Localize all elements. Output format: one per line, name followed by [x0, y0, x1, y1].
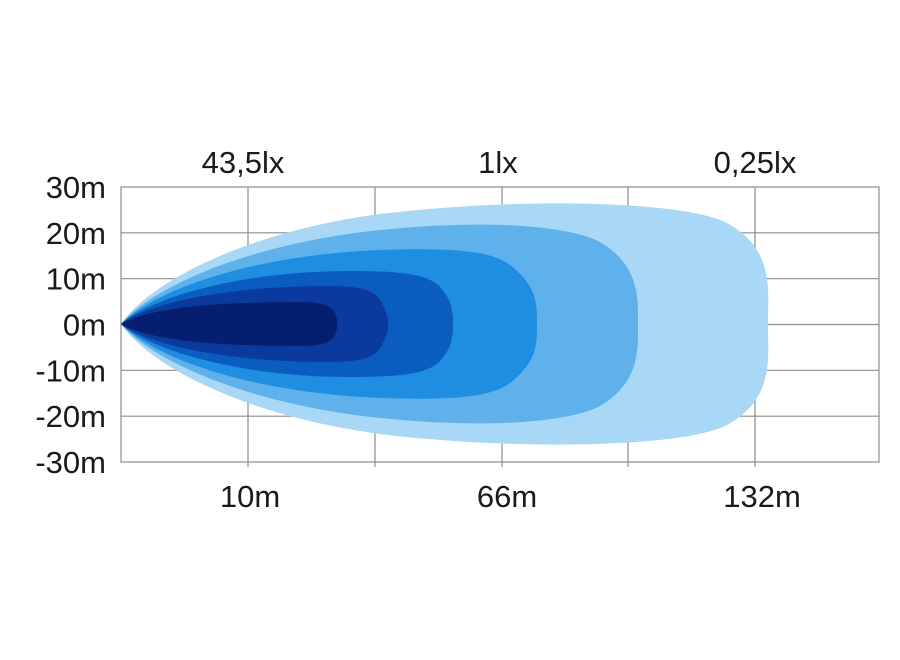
y-tick-label: 10m: [46, 262, 106, 297]
y-tick-label: 30m: [46, 170, 106, 205]
y-tick-label: -30m: [35, 445, 106, 480]
plot-border: [120, 186, 880, 463]
distance-label: 66m: [477, 479, 537, 514]
lux-label: 1lx: [478, 145, 518, 180]
y-tick-label: 0m: [63, 308, 106, 343]
beam-zones: [121, 203, 769, 445]
distance-label: 10m: [220, 479, 280, 514]
y-tick-label: -20m: [35, 399, 106, 434]
lux-label: 0,25lx: [714, 145, 797, 180]
lux-labels: 43,5lx 1lx 0,25lx: [202, 145, 797, 180]
beam-zone-6: [121, 302, 338, 346]
y-tick-labels: 30m 20m 10m 0m -10m -20m -30m: [35, 170, 106, 480]
plot-frame: [120, 186, 880, 463]
distance-labels: 10m 66m 132m: [220, 479, 801, 514]
y-tick-label: 20m: [46, 216, 106, 251]
distance-label: 132m: [723, 479, 801, 514]
y-tick-label: -10m: [35, 353, 106, 388]
lux-label: 43,5lx: [202, 145, 285, 180]
